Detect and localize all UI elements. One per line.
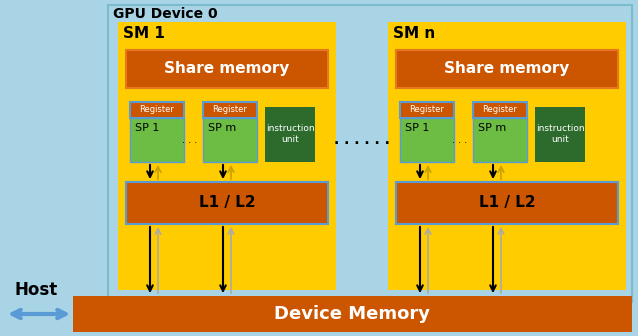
- Text: SP m: SP m: [478, 123, 506, 133]
- Text: Register: Register: [410, 106, 445, 115]
- Bar: [5, 270, 68, 310]
- Bar: [265, 107, 315, 162]
- Text: . . .: . . .: [182, 135, 198, 145]
- Bar: [130, 118, 184, 162]
- Bar: [203, 118, 257, 162]
- Bar: [388, 22, 626, 290]
- Text: . . .: . . .: [452, 135, 468, 145]
- Bar: [473, 118, 527, 162]
- Text: Share memory: Share memory: [165, 61, 290, 77]
- Text: instruction
unit: instruction unit: [536, 124, 584, 144]
- Text: SM n: SM n: [393, 26, 435, 41]
- Bar: [126, 50, 328, 88]
- Bar: [473, 102, 527, 118]
- Text: Register: Register: [140, 106, 174, 115]
- Text: Register: Register: [212, 106, 248, 115]
- Text: SP 1: SP 1: [405, 123, 429, 133]
- Bar: [396, 50, 618, 88]
- Text: Device Memory: Device Memory: [274, 305, 430, 323]
- Bar: [126, 182, 328, 224]
- Bar: [400, 102, 454, 118]
- Bar: [108, 5, 632, 302]
- Text: Share memory: Share memory: [444, 61, 570, 77]
- Text: SM 1: SM 1: [123, 26, 165, 41]
- Bar: [400, 118, 454, 162]
- Text: SP m: SP m: [208, 123, 236, 133]
- Text: Host: Host: [15, 281, 57, 299]
- Bar: [73, 296, 632, 332]
- Text: L1 / L2: L1 / L2: [478, 196, 535, 210]
- Bar: [203, 102, 257, 118]
- Text: . . . . . .: . . . . . .: [334, 133, 390, 147]
- Text: L1 / L2: L1 / L2: [198, 196, 255, 210]
- Bar: [130, 102, 184, 118]
- Bar: [396, 182, 618, 224]
- Text: GPU Device 0: GPU Device 0: [113, 7, 218, 21]
- Text: instruction
unit: instruction unit: [265, 124, 315, 144]
- Text: SP 1: SP 1: [135, 123, 160, 133]
- Bar: [118, 22, 336, 290]
- Bar: [535, 107, 585, 162]
- Text: Register: Register: [482, 106, 517, 115]
